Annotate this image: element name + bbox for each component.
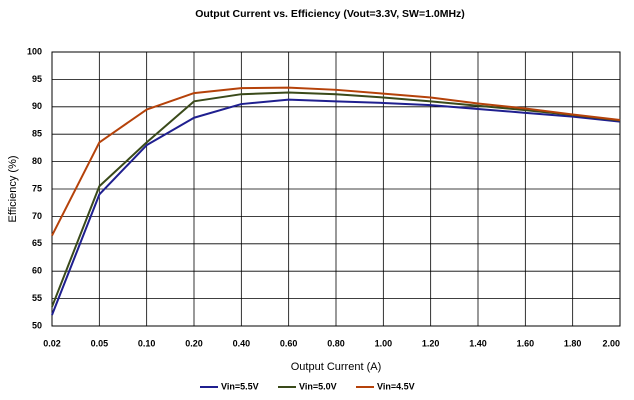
y-tick-label: 75 — [32, 183, 42, 193]
line-series — [51, 91, 621, 308]
y-tick-label: 100 — [27, 46, 42, 56]
y-tick-label: 60 — [32, 266, 42, 276]
y-tick-label: 50 — [32, 320, 42, 330]
x-axis-label: Output Current (A) — [291, 361, 381, 373]
x-tick-label: 1.20 — [422, 338, 440, 348]
x-tick-label: 1.80 — [564, 338, 582, 348]
x-tick-label: 0.20 — [185, 338, 203, 348]
y-tick-label: 70 — [32, 211, 42, 221]
x-tick-label: 0.60 — [280, 338, 298, 348]
legend-label: Vin=4.5V — [377, 381, 415, 391]
x-tick-label: 1.40 — [469, 338, 487, 348]
y-tick-label: 85 — [32, 129, 42, 139]
x-tick-label: 0.80 — [327, 338, 345, 348]
y-tick-label: 55 — [32, 293, 42, 303]
y-tick-label: 95 — [32, 74, 42, 84]
line-series — [51, 98, 621, 316]
y-tick-label: 90 — [32, 101, 42, 111]
legend-label: Vin=5.5V — [221, 381, 259, 391]
x-tick-label: 1.00 — [375, 338, 393, 348]
line-series — [51, 86, 621, 237]
x-tick-label: 0.02 — [43, 338, 61, 348]
y-axis-label: Efficiency (%) — [7, 155, 19, 222]
y-tick-label: 80 — [32, 156, 42, 166]
x-tick-label: 0.05 — [91, 338, 109, 348]
x-tick-label: 1.60 — [517, 338, 535, 348]
legend-label: Vin=5.0V — [299, 381, 337, 391]
x-tick-label: 2.00 — [602, 338, 620, 348]
y-tick-label: 65 — [32, 238, 42, 248]
x-tick-label: 0.10 — [138, 338, 156, 348]
x-tick-label: 0.40 — [233, 338, 251, 348]
chart-title: Output Current vs. Efficiency (Vout=3.3V… — [195, 8, 465, 20]
